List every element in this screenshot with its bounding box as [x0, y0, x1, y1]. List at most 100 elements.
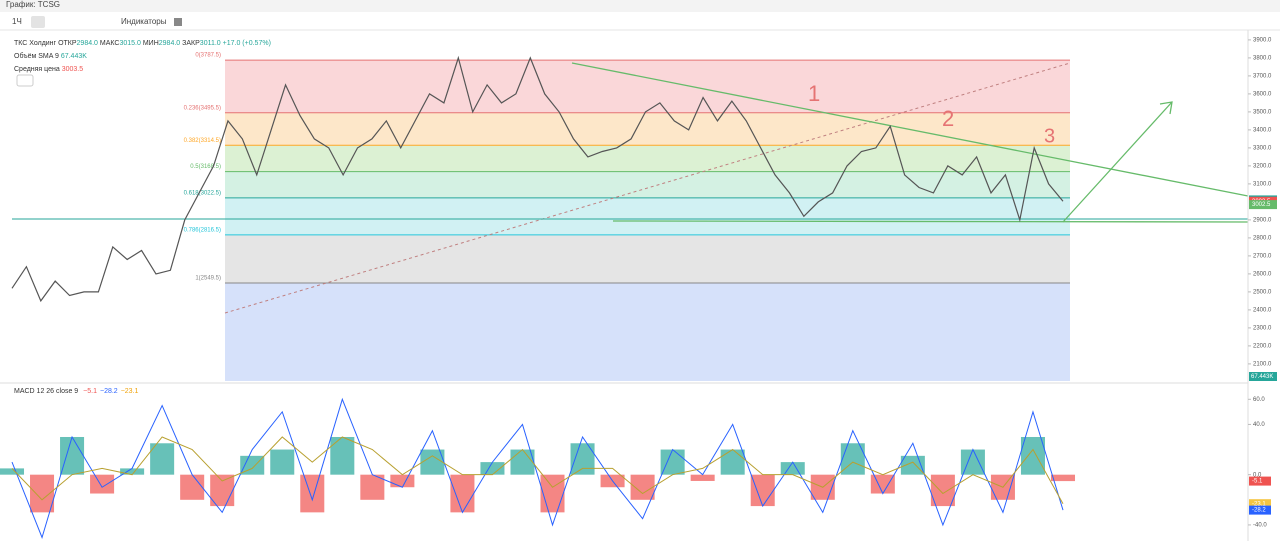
fib-band: [225, 145, 1070, 172]
trend-line: [571, 62, 1249, 197]
histogram-bar: [750, 474, 775, 507]
histogram-bar: [210, 474, 235, 507]
toolbar: [0, 13, 1280, 30]
y-tick-label: 2800.0: [1253, 235, 1272, 241]
y-tick-label: 2300.0: [1253, 325, 1272, 331]
l-value: 2984.0: [159, 40, 181, 47]
volume-label: Объём SMA 9: [14, 52, 59, 60]
annotation: 2: [942, 106, 954, 131]
histogram-bar: [270, 449, 295, 475]
y-tick-label: 3100.0: [1253, 181, 1272, 187]
macd-legend-value: −23.1: [121, 388, 139, 395]
l-label: МИН: [143, 40, 159, 47]
support-line: [612, 220, 1249, 223]
histogram-bar: [930, 474, 955, 507]
c-label: ЗАКР: [182, 40, 200, 47]
histogram-bar: [480, 462, 505, 475]
annotation: 3: [1044, 125, 1055, 147]
title-bar: [0, 0, 1280, 12]
y-tick-label: 3700.0: [1253, 73, 1272, 79]
macd-badge: [1249, 505, 1271, 515]
y-tick-label: -40.0: [1253, 523, 1267, 529]
avg-value: 3003.5: [62, 66, 84, 73]
y-tick-label: 3800.0: [1253, 55, 1272, 61]
macd-title: MACD 12 26 close 9: [14, 388, 78, 395]
fib-label: 0.5(3168.5): [190, 164, 221, 170]
histogram-bar: [720, 449, 745, 475]
y-tick-label: 3600.0: [1253, 91, 1272, 97]
macd-badge-label: -28.2: [1252, 508, 1266, 514]
h-value: 3015.0: [119, 40, 141, 47]
y-tick-label: 2200.0: [1253, 343, 1272, 349]
volume-badge-bg: [1249, 372, 1277, 381]
y-tick-label: 3300.0: [1253, 145, 1272, 151]
window-title: График: TCSG: [6, 0, 60, 9]
y-tick-label: 3400.0: [1253, 127, 1272, 133]
fib-label: 0.618(3022.5): [184, 190, 221, 196]
fib-band: [225, 234, 1070, 283]
histogram-bar: [90, 474, 115, 494]
y-tick-label: 60.0: [1253, 397, 1265, 403]
chart-type-button[interactable]: [31, 16, 45, 28]
fib-label: 0.786(2816.5): [184, 228, 221, 234]
macd-badge-label: -23.1: [1252, 501, 1266, 507]
o-label: ОТКР: [58, 40, 77, 47]
fib-band: [225, 60, 1070, 113]
y-tick-label: 2600.0: [1253, 271, 1272, 277]
legend-avg: Средняя цена 3003.5: [14, 66, 83, 73]
y-tick-label: 0.0: [1253, 472, 1262, 478]
y-tick-label: 3200.0: [1253, 163, 1272, 169]
macd-badge-label: -5.1: [1252, 479, 1263, 485]
histogram-bar: [690, 474, 715, 481]
histogram-bar: [150, 443, 175, 475]
plot-area: 0(3787.5) 0.236(3495.5) 0.382(3314.5) 0.5(3…: [184, 53, 1070, 381]
histogram-bar: [510, 449, 535, 475]
histogram-bar: [180, 474, 205, 500]
histogram-bar: [540, 474, 565, 513]
histogram-bar: [1050, 474, 1076, 482]
macd-line: [11, 397, 1064, 540]
indicators-button[interactable]: Индикаторы: [121, 17, 167, 26]
fib-band: [225, 197, 1070, 235]
histogram-bar: [360, 474, 385, 500]
legend-volume: Объём SMA 9 67.443K: [14, 52, 87, 60]
histogram-bar: [630, 474, 655, 500]
histogram-bar: [240, 455, 265, 475]
histogram-bar: [60, 436, 85, 475]
fib-band: [225, 171, 1070, 198]
y-tick-label: 2500.0: [1253, 289, 1272, 295]
interval-button[interactable]: 1Ч: [12, 17, 22, 26]
arrow: [1062, 101, 1173, 223]
histogram-bar: [780, 462, 805, 475]
macd-badge: [1249, 476, 1271, 486]
y-tick-label: 2700.0: [1253, 253, 1272, 259]
y-tick-label: 2400.0: [1253, 307, 1272, 313]
histogram-bar: [1020, 436, 1045, 475]
fib-label: 0(3787.5): [195, 53, 221, 59]
histogram-bar: [390, 474, 415, 488]
price-badge-label: 3002.5: [1252, 202, 1271, 208]
volume-badge: 67.443K: [1251, 374, 1273, 380]
volume-value: 67.443K: [61, 53, 87, 60]
macd-legend-value: −5.1: [83, 388, 97, 395]
macd-line: [11, 436, 1064, 504]
o-value: 2984.0: [77, 40, 99, 47]
histogram-bar: [330, 436, 355, 475]
histogram-bar: [570, 443, 595, 475]
histogram-bar: [300, 474, 325, 513]
histogram-bar: [120, 468, 145, 475]
histogram-bar: [0, 468, 25, 475]
y-tick-label: 3900.0: [1253, 37, 1272, 43]
y-tick-label: 2900.0: [1253, 217, 1272, 223]
y-tick-label: 40.0: [1253, 422, 1265, 428]
price-badge: [1249, 200, 1277, 210]
macd-legend-value: −28.2: [100, 388, 118, 395]
drawings: [12, 62, 1249, 314]
change: +17.0 (+0.57%): [223, 40, 271, 47]
layout-button[interactable]: [174, 18, 182, 26]
collapse-button[interactable]: [16, 74, 34, 87]
fib-band: [225, 112, 1070, 146]
symbol: ТКС Холдинг: [14, 40, 57, 47]
